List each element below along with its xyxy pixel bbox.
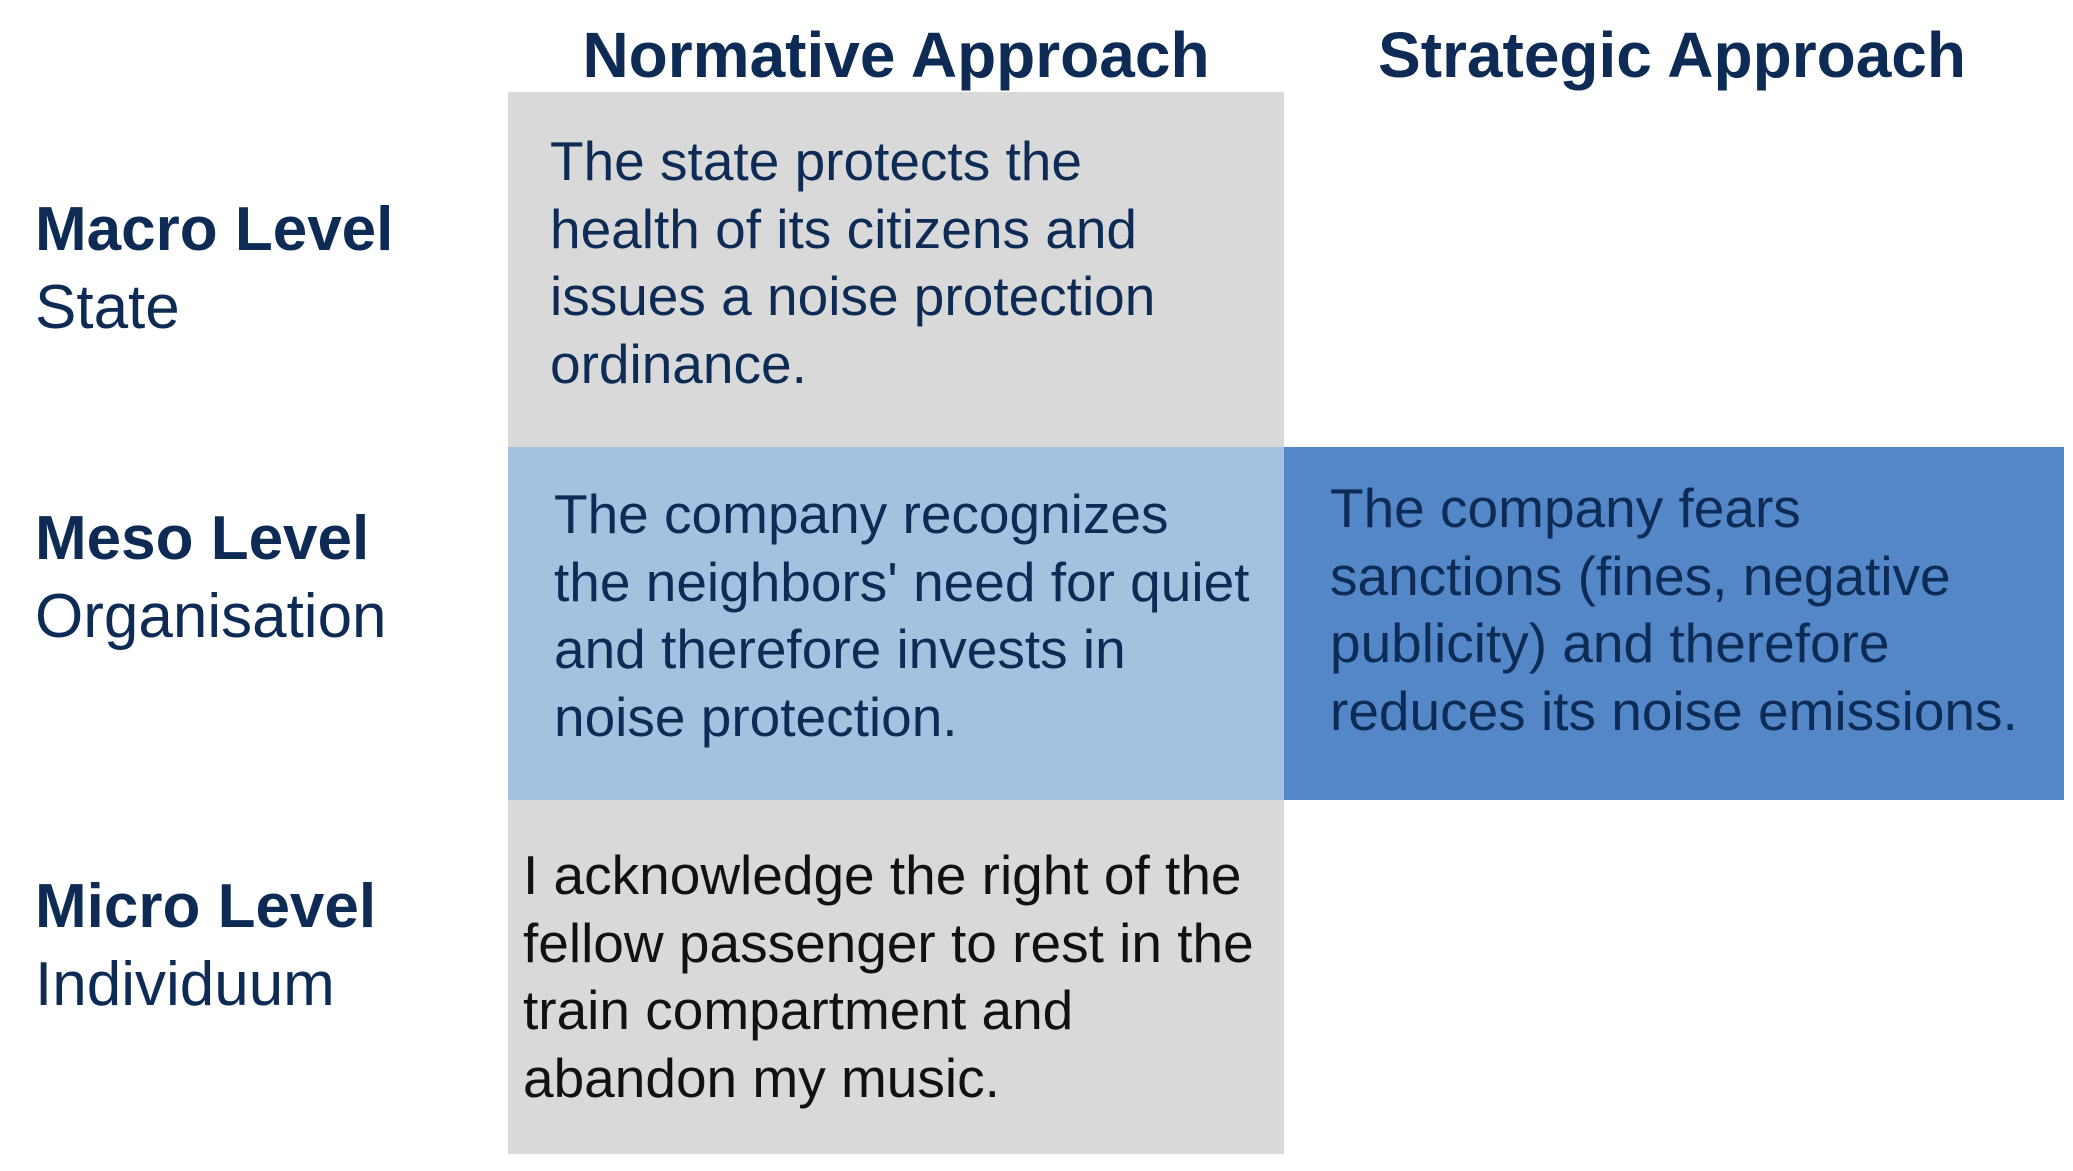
cell-text-line: issues a noise protection (550, 265, 1156, 327)
cell-text-line: The company fears (1330, 477, 1801, 539)
cell-text-line: The company recognizes (554, 483, 1169, 545)
row-label-macro: Macro Level State (35, 191, 393, 347)
row-label-meso: Meso Level Organisation (35, 500, 387, 656)
cell-text-line: abandon my music. (523, 1046, 1000, 1109)
row-label-micro: Micro Level Individuum (35, 868, 376, 1024)
cell-meso-strategic: The company fears sanctions (fines, nega… (1284, 447, 2064, 800)
column-header-strategic: Strategic Approach (1378, 19, 1966, 91)
cell-text-line: ordinance. (550, 332, 807, 395)
cell-text-line: and therefore invests in (554, 618, 1126, 680)
row-sub-micro: Individuum (35, 950, 335, 1019)
cell-text-line: publicity) and therefore (1330, 612, 1890, 674)
cell-text-line: noise protection. (554, 685, 958, 748)
cell-macro-normative: The state protects the health of its cit… (508, 92, 1284, 447)
cell-text-line: fellow passenger to rest in the (523, 911, 1254, 974)
cell-text-line: I acknowledge the right of the (523, 844, 1242, 906)
cell-text-line: The state protects the (550, 130, 1082, 192)
cell-text-line: reduces its noise emissions. (1330, 679, 2018, 742)
row-level-meso: Meso Level (35, 504, 370, 573)
cell-text-line: sanctions (fines, negative (1330, 544, 1951, 607)
cell-meso-normative: The company recognizes the neighbors' ne… (508, 447, 1284, 800)
cell-micro-normative: I acknowledge the right of the fellow pa… (508, 800, 1284, 1154)
row-level-macro: Macro Level (35, 195, 394, 264)
cell-text-line: train compartment and (523, 979, 1074, 1041)
cell-text-line: health of its citizens and (550, 197, 1138, 260)
column-header-normative: Normative Approach (582, 19, 1210, 91)
row-level-micro: Micro Level (35, 872, 377, 941)
row-sub-macro: State (35, 273, 180, 342)
cell-text-line: the neighbors' need for quiet (554, 550, 1250, 613)
row-sub-meso: Organisation (35, 582, 387, 651)
